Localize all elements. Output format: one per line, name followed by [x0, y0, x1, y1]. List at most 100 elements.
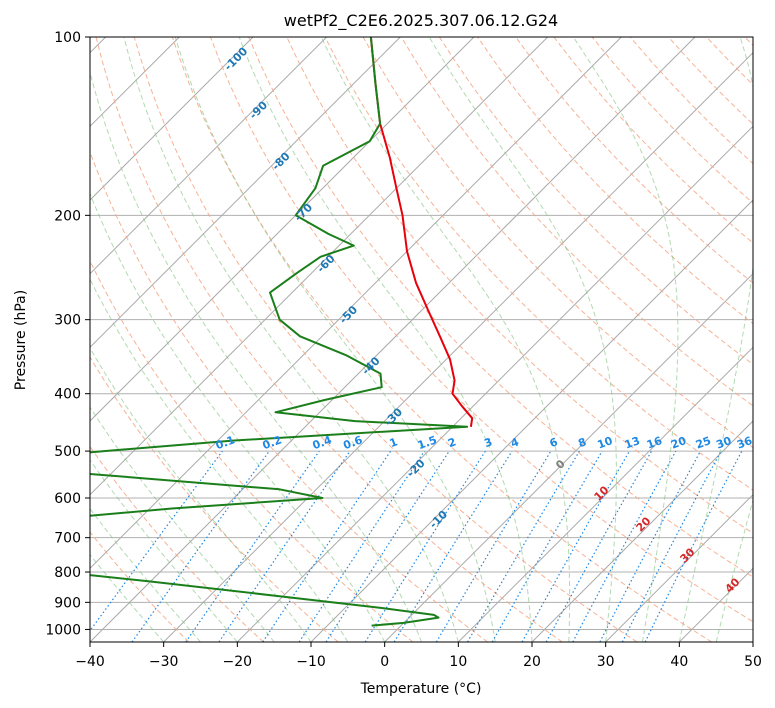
mixing-ratio-line	[218, 450, 351, 642]
moist-adiabat	[428, 37, 617, 642]
dry-adiabat	[515, 37, 753, 284]
mixing-ratio-line	[185, 450, 320, 642]
moist-adiabat	[174, 37, 496, 642]
isotherm-line	[163, 51, 753, 642]
dry-adiabat	[438, 37, 753, 366]
dry-adiabat	[400, 37, 753, 407]
mixing-ratio-label: 1	[388, 435, 400, 450]
isotherm-line	[90, 37, 328, 275]
grid-layer	[90, 37, 753, 642]
dry-adiabat	[90, 531, 190, 642]
mixing-ratio-line	[521, 450, 631, 642]
isotherm-line	[90, 37, 254, 201]
dry-adiabat	[90, 150, 488, 642]
mixing-ratio-label: 0.2	[261, 433, 284, 452]
mixing-ratio-label: 3	[482, 435, 494, 450]
mixing-ratio-line	[545, 450, 653, 642]
y-tick-label: 900	[54, 595, 81, 611]
mixing-ratio-line	[393, 450, 513, 642]
y-axis-label: Pressure (hPa)	[13, 290, 29, 390]
x-tick-label: −40	[75, 654, 105, 670]
dry-adiabat	[133, 37, 638, 642]
isotherm-line	[457, 346, 753, 642]
mixing-ratio-label: 0.6	[342, 433, 365, 452]
mixing-ratio-label: 13	[623, 434, 642, 451]
moist-adiabat	[90, 347, 312, 642]
mixing-ratio-label: 8	[576, 435, 588, 450]
x-tick-label: 0	[380, 654, 389, 670]
data-layer	[90, 37, 474, 627]
mixing-ratio-line	[644, 450, 743, 642]
mixing-ratio-label: 30	[714, 434, 733, 452]
dewpoint-profile	[90, 37, 469, 627]
isotherm-line	[531, 420, 753, 642]
mixing-ratio-line	[325, 450, 450, 642]
isotherm-line	[90, 37, 622, 570]
moist-adiabat	[90, 192, 386, 642]
dry-adiabat	[90, 445, 264, 642]
x-tick-label: 50	[744, 654, 762, 670]
moist-adiabat	[320, 37, 571, 642]
mixing-ratio-line	[90, 450, 223, 632]
isotherm-line	[236, 125, 753, 642]
y-axis: 100 200 300 400 500 600 700 800 900 1000	[45, 30, 90, 638]
mixing-ratio-label: 2	[446, 435, 458, 450]
x-tick-label: −20	[223, 654, 253, 670]
x-tick-label: −10	[296, 654, 326, 670]
isotherm-line	[90, 37, 549, 496]
y-tick-label: 700	[54, 531, 81, 547]
mixing-ratio-label: 0.4	[311, 433, 334, 452]
mixing-ratio-label: 4	[509, 435, 521, 450]
moist-adiabat	[238, 37, 533, 642]
chart-title: wetPf2_C2E6.2025.307.06.12.G24	[284, 11, 558, 31]
mixing-ratio-label: 16	[645, 434, 664, 452]
mixing-ratio-label: 36	[735, 434, 754, 452]
plot-frame	[89, 36, 754, 643]
x-tick-label: 30	[597, 654, 615, 670]
mixing-ratio-label: 10	[596, 434, 615, 452]
moist-adiabat	[90, 459, 238, 642]
dry-adiabat	[90, 356, 339, 642]
contour-labels: 0.1 0.2 0.4 0.6 1 1.5 2 3 4 6 8 10 13 16 20 25 30 36-100-…	[214, 44, 754, 595]
dry-adiabat	[248, 37, 753, 578]
dry-adiabat	[210, 37, 753, 623]
x-tick-label: 40	[670, 654, 688, 670]
x-tick-label: 10	[449, 654, 467, 670]
y-tick-label: 600	[54, 491, 81, 507]
mixing-ratio-line	[262, 450, 392, 642]
y-tick-label: 100	[54, 30, 81, 46]
x-axis: −40 −30 −20 −10 0 10 20 30 40 50	[75, 642, 762, 670]
mixing-ratio-label: 1.5	[416, 433, 439, 452]
moist-adiabat	[123, 37, 459, 642]
mixing-ratio-label: 0.1	[214, 433, 237, 452]
y-tick-label: 800	[54, 565, 81, 581]
y-tick-label: 300	[54, 313, 81, 329]
y-tick-label: 400	[54, 387, 81, 403]
mixing-ratio-line	[298, 450, 425, 642]
moist-adiabat	[90, 406, 275, 642]
isotherm-line	[605, 493, 753, 642]
dry-adiabat	[324, 37, 753, 491]
mixing-ratio-line	[572, 450, 677, 642]
temperature-profile	[369, 37, 474, 427]
mixing-ratio-label: 20	[669, 434, 688, 452]
isotherm-line	[90, 37, 401, 349]
isotherm-line	[384, 272, 753, 642]
moist-adiabat	[572, 37, 679, 642]
isotherm-line	[90, 37, 475, 422]
x-tick-label: −30	[149, 654, 179, 670]
moist-adiabat	[678, 37, 753, 642]
x-tick-label: 20	[523, 654, 541, 670]
mixing-ratio-label: 25	[694, 434, 713, 451]
x-axis-label: Temperature (°C)	[360, 681, 482, 697]
y-tick-label: 500	[54, 444, 81, 460]
mixing-ratio-line	[131, 450, 270, 642]
moist-adiabat	[715, 497, 753, 642]
y-tick-label: 200	[54, 208, 81, 224]
y-tick-label: 1000	[45, 622, 81, 638]
dry-adiabat	[171, 37, 712, 642]
mixing-ratio-label: 6	[548, 435, 560, 450]
dry-adiabat	[95, 37, 563, 642]
